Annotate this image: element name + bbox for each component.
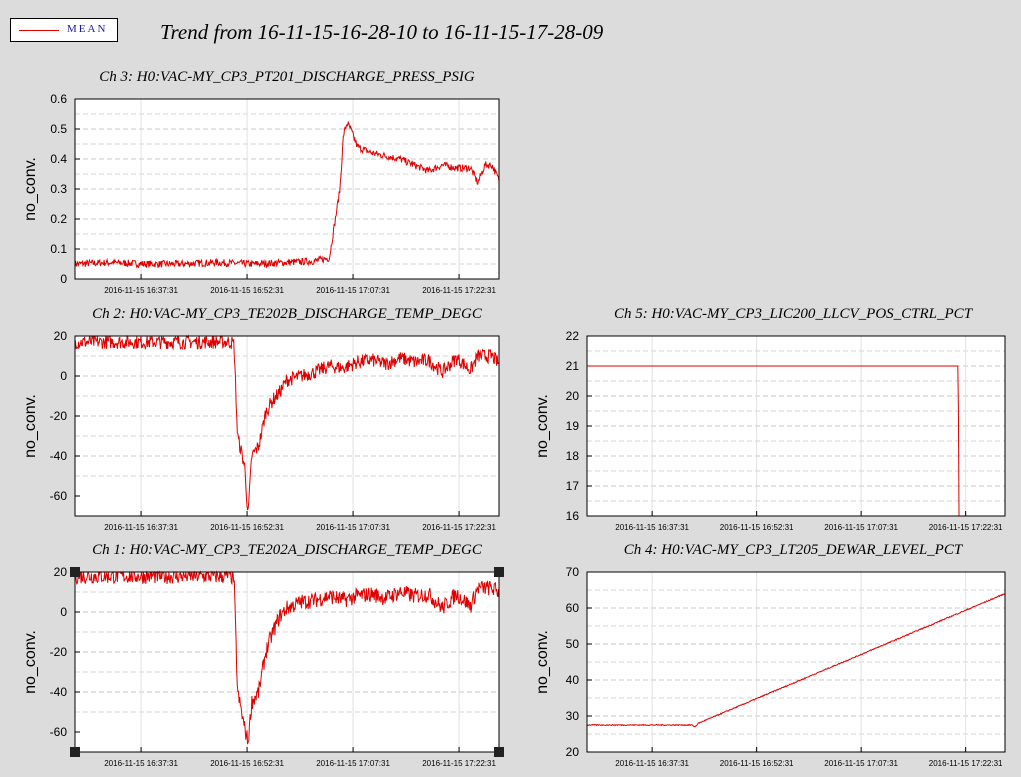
ch5-xtick-label: 2016-11-15 16:52:31: [720, 523, 794, 532]
ch5-ytick-label: 20: [566, 389, 580, 403]
ch1-chart: Ch 1: H0:VAC-MY_CP3_TE202A_DISCHARGE_TEM…: [22, 542, 504, 768]
ch3-ytick-label: 0.1: [50, 242, 67, 256]
ch3-chart: Ch 3: H0:VAC-MY_CP3_PT201_DISCHARGE_PRES…: [22, 69, 500, 295]
ch4-ylabel: no_conv.: [534, 630, 551, 694]
ch5-ytick-label: 16: [566, 509, 580, 523]
ch2-ytick-label: 0: [60, 369, 67, 383]
ch3-ytick-label: 0.2: [50, 212, 67, 226]
ch4-ytick-label: 40: [566, 673, 580, 687]
ch3-series-line: [74, 120, 500, 269]
ch5-ytick-label: 17: [566, 479, 580, 493]
ch5-ylabel: no_conv.: [534, 394, 551, 458]
ch5-xtick-label: 2016-11-15 17:07:31: [824, 523, 898, 532]
page-title: Trend from 16-11-15-16-28-10 to 16-11-15…: [160, 20, 604, 44]
ch2-xtick-label: 2016-11-15 16:37:31: [104, 523, 178, 532]
ch2-title: Ch 2: H0:VAC-MY_CP3_TE202B_DISCHARGE_TEM…: [92, 306, 483, 322]
ch4-title: Ch 4: H0:VAC-MY_CP3_LT205_DEWAR_LEVEL_PC…: [624, 542, 964, 558]
resize-handle[interactable]: [494, 567, 504, 577]
ch4-chart: Ch 4: H0:VAC-MY_CP3_LT205_DEWAR_LEVEL_PC…: [534, 542, 1006, 768]
ch1-plot-area: [75, 572, 499, 752]
legend-box: MEAN: [10, 18, 118, 42]
ch2-xtick-label: 2016-11-15 17:22:31: [422, 523, 496, 532]
ch1-ylabel: no_conv.: [22, 630, 39, 694]
ch2-ytick-label: -20: [50, 409, 68, 423]
ch5-series-line: [587, 365, 1005, 517]
ch1-ytick-label: 20: [54, 565, 68, 579]
ch1-ytick-label: -40: [50, 685, 68, 699]
ch1-series-line: [74, 570, 500, 745]
legend-label: MEAN: [67, 23, 108, 35]
ch1-title: Ch 1: H0:VAC-MY_CP3_TE202A_DISCHARGE_TEM…: [92, 542, 483, 558]
ch3-xtick-label: 2016-11-15 17:07:31: [316, 286, 390, 295]
ch5-ytick-label: 21: [566, 359, 580, 373]
legend-swatch: [19, 30, 59, 31]
ch4-ytick-label: 60: [566, 601, 580, 615]
ch5-xtick-label: 2016-11-15 17:22:31: [929, 523, 1003, 532]
ch2-frame: [74, 335, 500, 517]
ch5-chart: Ch 5: H0:VAC-MY_CP3_LIC200_LLCV_POS_CTRL…: [534, 306, 1006, 532]
ch3-ytick-label: 0.5: [50, 122, 67, 136]
ch5-ytick-label: 19: [566, 419, 580, 433]
ch3-frame: [74, 98, 500, 280]
ch1-ytick-label: -60: [50, 725, 68, 739]
resize-handle[interactable]: [70, 567, 80, 577]
ch3-ytick-label: 0.4: [50, 152, 67, 166]
ch1-ytick-label: -20: [50, 645, 68, 659]
ch2-ytick-label: -60: [50, 489, 68, 503]
ch3-xtick-label: 2016-11-15 16:37:31: [104, 286, 178, 295]
ch1-xtick-label: 2016-11-15 16:37:31: [104, 759, 178, 768]
ch3-ytick-label: 0.6: [50, 92, 67, 106]
ch1-xtick-label: 2016-11-15 16:52:31: [210, 759, 284, 768]
resize-handle[interactable]: [494, 747, 504, 757]
ch4-xtick-label: 2016-11-15 17:22:31: [929, 759, 1003, 768]
ch1-xtick-label: 2016-11-15 17:22:31: [422, 759, 496, 768]
ch1-frame: [74, 571, 500, 753]
ch4-series-line: [586, 593, 1006, 728]
ch4-ytick-label: 50: [566, 637, 580, 651]
ch5-ytick-label: 18: [566, 449, 580, 463]
ch2-xtick-label: 2016-11-15 16:52:31: [210, 523, 284, 532]
ch2-series-line: [74, 334, 500, 511]
resize-handle[interactable]: [70, 747, 80, 757]
ch2-ylabel: no_conv.: [22, 394, 39, 458]
ch5-ytick-label: 22: [566, 329, 580, 343]
ch1-xtick-label: 2016-11-15 17:07:31: [316, 759, 390, 768]
ch5-xtick-label: 2016-11-15 16:37:31: [615, 523, 689, 532]
ch2-ytick-label: -40: [50, 449, 68, 463]
ch3-ytick-label: 0.3: [50, 182, 67, 196]
ch4-ytick-label: 70: [566, 565, 580, 579]
ch2-plot-area: [75, 336, 499, 516]
ch5-title: Ch 5: H0:VAC-MY_CP3_LIC200_LLCV_POS_CTRL…: [614, 306, 974, 322]
ch4-xtick-label: 2016-11-15 16:37:31: [615, 759, 689, 768]
ch3-title: Ch 3: H0:VAC-MY_CP3_PT201_DISCHARGE_PRES…: [99, 69, 475, 85]
ch2-chart: Ch 2: H0:VAC-MY_CP3_TE202B_DISCHARGE_TEM…: [22, 306, 500, 532]
ch5-frame: [586, 335, 1006, 517]
ch3-xtick-label: 2016-11-15 16:52:31: [210, 286, 284, 295]
ch4-xtick-label: 2016-11-15 17:07:31: [824, 759, 898, 768]
ch1-ytick-label: 0: [60, 605, 67, 619]
ch4-ytick-label: 30: [566, 709, 580, 723]
ch2-ytick-label: 20: [54, 329, 68, 343]
ch3-ytick-label: 0: [60, 272, 67, 286]
ch4-xtick-label: 2016-11-15 16:52:31: [720, 759, 794, 768]
ch3-ylabel: no_conv.: [22, 157, 39, 221]
ch3-xtick-label: 2016-11-15 17:22:31: [422, 286, 496, 295]
ch4-frame: [586, 571, 1006, 753]
ch4-ytick-label: 20: [566, 745, 580, 759]
ch2-xtick-label: 2016-11-15 17:07:31: [316, 523, 390, 532]
